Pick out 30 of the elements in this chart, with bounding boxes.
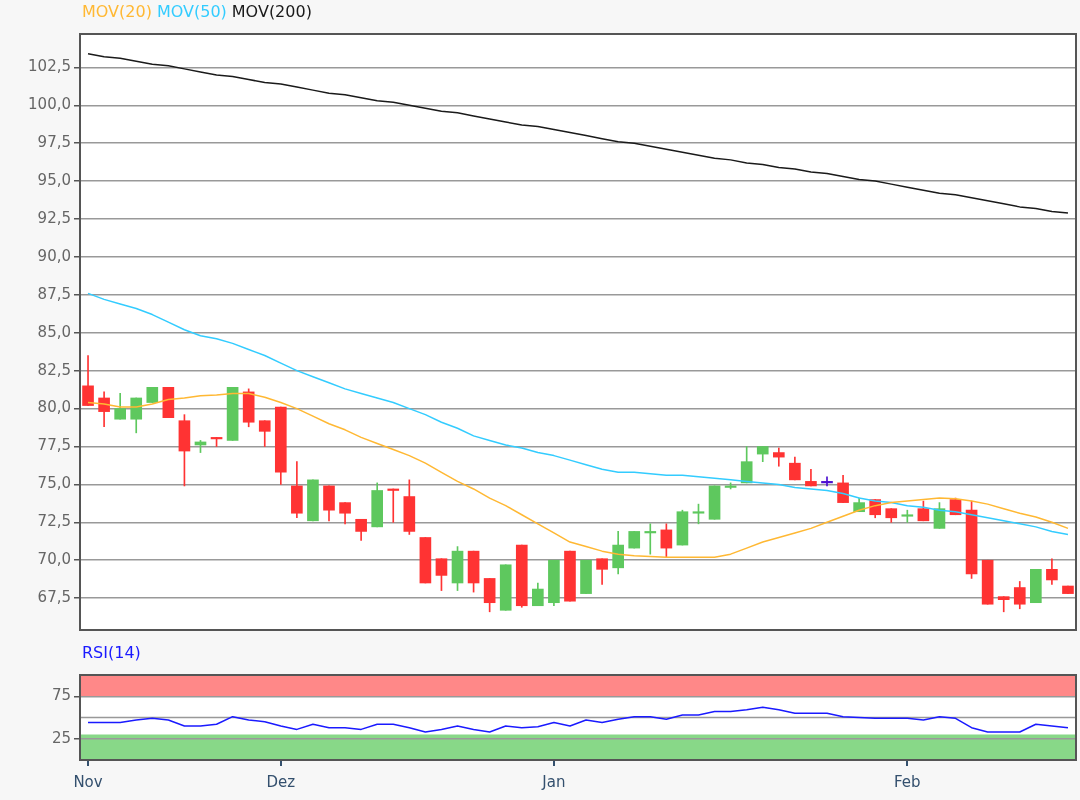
y-tick-label: 75,0 — [37, 474, 71, 493]
y-tick-label: 25 — [51, 728, 71, 747]
y-tick-label: 70,0 — [37, 550, 71, 569]
y-tick-label: 85,0 — [37, 322, 71, 341]
candlestick — [644, 523, 657, 555]
x-tick-label: Dez — [266, 772, 296, 791]
candlestick — [997, 596, 1010, 613]
y-tick-label: 82,5 — [37, 360, 71, 379]
y-tick-label: 67,5 — [37, 588, 71, 607]
y-tick-label: 100,0 — [28, 95, 71, 114]
candlestick — [772, 447, 785, 467]
y-tick-label: 77,5 — [37, 436, 71, 455]
y-tick-label: 92,5 — [37, 208, 71, 227]
candlestick — [901, 509, 914, 523]
y-tick-label: 72,5 — [37, 512, 71, 531]
y-tick-label: 90,0 — [37, 246, 71, 265]
text: MOV(200) — [231, 2, 312, 21]
x-tick-label: Nov — [73, 772, 103, 791]
y-tick-label: 80,0 — [37, 398, 71, 417]
y-tick-label: 87,5 — [37, 284, 71, 303]
candlestick — [387, 488, 400, 523]
text: RSI(14) — [82, 643, 141, 662]
y-tick-label: 102,5 — [28, 57, 71, 76]
y-tick-label: 97,5 — [37, 133, 71, 152]
text: MOV(20) — [82, 2, 152, 21]
text: MOV(50) — [156, 2, 227, 21]
y-tick-label: 75 — [51, 686, 71, 705]
y-tick-label: 95,0 — [37, 170, 71, 189]
x-tick-label: Jan — [541, 772, 566, 791]
x-tick-label: Feb — [894, 772, 921, 791]
